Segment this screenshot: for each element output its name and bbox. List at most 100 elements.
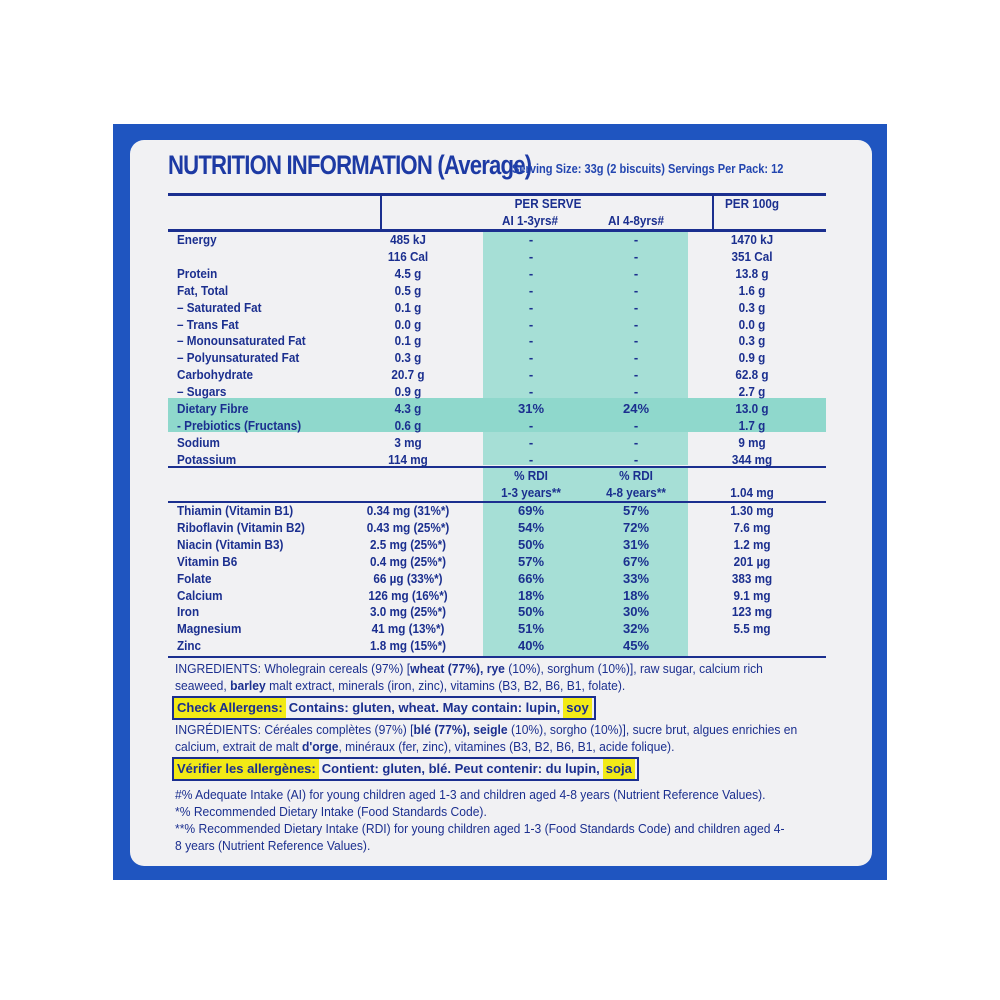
footnote: **% Recommended Dietary Intake (RDI) for… xyxy=(175,821,785,853)
rows-label-cell: – Polyunsaturated Fat xyxy=(177,350,300,366)
rows-per100-cell: 62.8 g xyxy=(735,367,769,383)
text: malt extract, minerals (iron, zinc), vit… xyxy=(265,678,626,693)
rows-per100-cell: 13.0 g xyxy=(735,401,769,416)
rows-ai48-cell: - xyxy=(633,384,639,400)
rows-ai48-cell: - xyxy=(633,232,639,247)
vitamins-label-cell: Zinc xyxy=(177,638,202,654)
rows-ai48-cell: - xyxy=(633,316,639,332)
rows-ai48-cell: - xyxy=(633,299,639,315)
rows-ai13-cell: - xyxy=(528,232,534,247)
rows-ai13-cell: - xyxy=(528,451,534,467)
text: (10%), sorgho (10%)], sucre brut, algues… xyxy=(175,722,798,754)
serving-info: Serving Size: 33g (2 biscuits) Servings … xyxy=(512,161,784,176)
divider xyxy=(168,229,826,232)
text: INGRÉDIENTS: Céréales complètes (97%) [ xyxy=(175,722,414,737)
vitamins-ai48-cell: 72% xyxy=(622,519,650,535)
text: blé (77%), seigle xyxy=(413,722,508,737)
vitamins-ai13-cell: 51% xyxy=(517,621,545,637)
rdi-column-highlight xyxy=(483,468,688,656)
vitamins-ai48-cell: 30% xyxy=(622,604,650,620)
rows-serve-cell: 0.9 g xyxy=(394,384,422,400)
rows-serve-cell: 4.3 g xyxy=(394,401,422,416)
fibre-row-highlight xyxy=(168,398,826,432)
rows-label-cell: – Saturated Fat xyxy=(177,299,262,315)
vitamins-ai48-cell: 67% xyxy=(622,553,650,569)
rows-ai13-cell: - xyxy=(528,265,534,281)
rows-ai13-cell: - xyxy=(528,417,534,433)
rows-ai48-cell: - xyxy=(633,333,639,349)
header-ai-1-3: AI 1-3yrs# xyxy=(502,213,558,228)
vitamins-ai48-cell: 57% xyxy=(622,503,650,518)
rows-serve-cell: 0.1 g xyxy=(394,333,422,349)
vitamins-per100-cell: 5.5 mg xyxy=(733,621,771,637)
vitamins-serve-cell: 0.43 mg (25%*) xyxy=(366,519,450,535)
rows-label-cell: – Monounsaturated Fat xyxy=(177,333,306,349)
vitamins-ai48-cell: 45% xyxy=(622,638,650,654)
vitamins-ai48-cell: 32% xyxy=(622,621,650,637)
rows-ai48-cell: - xyxy=(633,248,639,264)
vitamins-label-cell: Vitamin B6 xyxy=(177,553,238,569)
rows-ai13-cell: - xyxy=(528,248,534,264)
text: d'orge xyxy=(301,739,339,754)
rows-serve-cell: 0.0 g xyxy=(394,316,422,332)
vitamins-per100-cell: 9.1 mg xyxy=(733,587,771,603)
vitamins-ai13-cell: 50% xyxy=(517,536,545,552)
vitamins-ai13-cell: 50% xyxy=(517,604,545,620)
rows-ai48-cell: - xyxy=(633,434,639,450)
divider xyxy=(712,194,714,231)
rows-per100-cell: 0.0 g xyxy=(738,316,766,332)
rows-serve-cell: 0.5 g xyxy=(394,282,422,298)
vitamins-per100-cell: 1.2 mg xyxy=(733,536,771,552)
header-per-100g: PER 100g xyxy=(725,196,779,211)
divider xyxy=(168,193,826,196)
rdi-header-per100: 1.04 mg xyxy=(730,485,774,500)
vitamins-per100-cell: 201 µg xyxy=(733,553,771,569)
text: INGREDIENTS: Wholegrain cereals (97%) [ xyxy=(175,661,411,676)
rows-ai48-cell: - xyxy=(633,367,639,383)
divider xyxy=(168,656,826,658)
vitamins-serve-cell: 0.34 mg (31%*) xyxy=(366,503,450,518)
rows-serve-cell: 3 mg xyxy=(394,434,422,450)
header-rdi-4-8: % RDI xyxy=(619,468,653,483)
text: , minéraux (fer, zinc), vitamines (B3, B… xyxy=(338,739,675,754)
rows-serve-cell: 116 Cal xyxy=(387,248,429,264)
ingredients-en: INGREDIENTS: Wholegrain cereals (97%) [w… xyxy=(175,660,807,694)
rows-ai48-cell: - xyxy=(633,282,639,298)
text: barley xyxy=(230,678,266,693)
rows-per100-cell: 2.7 g xyxy=(738,384,766,400)
vitamins-serve-cell: 0.4 mg (25%*) xyxy=(369,553,447,569)
vitamins-serve-cell: 3.0 mg (25%*) xyxy=(369,604,447,620)
rows-label-cell: – Trans Fat xyxy=(177,316,239,332)
text: wheat (77%), rye xyxy=(410,661,505,676)
rows-per100-cell: 13.8 g xyxy=(735,265,769,281)
allergens-fr: Vérifier les allergènes: Contient: gluten… xyxy=(172,757,639,781)
ingredients-fr: INGRÉDIENTS: Céréales complètes (97%) [b… xyxy=(175,721,807,755)
rows-per100-cell: 1.7 g xyxy=(738,417,766,433)
vitamins-per100-cell: 383 mg xyxy=(731,570,773,586)
divider xyxy=(168,466,826,468)
rows-ai13-cell: - xyxy=(528,333,534,349)
header-ai-4-8: AI 4-8yrs# xyxy=(608,213,664,228)
vitamins-label-cell: Iron xyxy=(177,604,200,620)
rows-serve-cell: 0.3 g xyxy=(394,350,422,366)
rows-ai13-cell: - xyxy=(528,282,534,298)
rows-ai13-cell: - xyxy=(528,367,534,383)
vitamins-label-cell: Magnesium xyxy=(177,621,242,637)
rows-label-cell: Sodium xyxy=(177,434,220,450)
rows-per100-cell: 1470 kJ xyxy=(730,232,774,247)
vitamins-per100-cell: 7.6 mg xyxy=(733,519,771,535)
rows-label-cell: Energy xyxy=(177,232,217,247)
vitamins-ai13-cell: 66% xyxy=(517,570,545,586)
footnote: *% Recommended Dietary Intake (Food Stan… xyxy=(175,804,487,819)
vitamins-label-cell: Thiamin (Vitamin B1) xyxy=(177,503,294,518)
rows-ai13-cell: - xyxy=(528,434,534,450)
vitamins-ai48-cell: 18% xyxy=(622,587,650,603)
allergen-text: Contains: gluten, wheat. May contain: lu… xyxy=(288,700,561,715)
rows-ai48-cell: - xyxy=(633,350,639,366)
rows-ai48-cell: 24% xyxy=(622,401,650,416)
header-rdi-1-3: % RDI xyxy=(514,468,548,483)
panel-title: NUTRITION INFORMATION (Average) xyxy=(168,150,532,180)
rows-ai13-cell: - xyxy=(528,316,534,332)
vitamins-ai13-cell: 69% xyxy=(517,503,545,518)
rows-per100-cell: 9 mg xyxy=(738,434,766,450)
